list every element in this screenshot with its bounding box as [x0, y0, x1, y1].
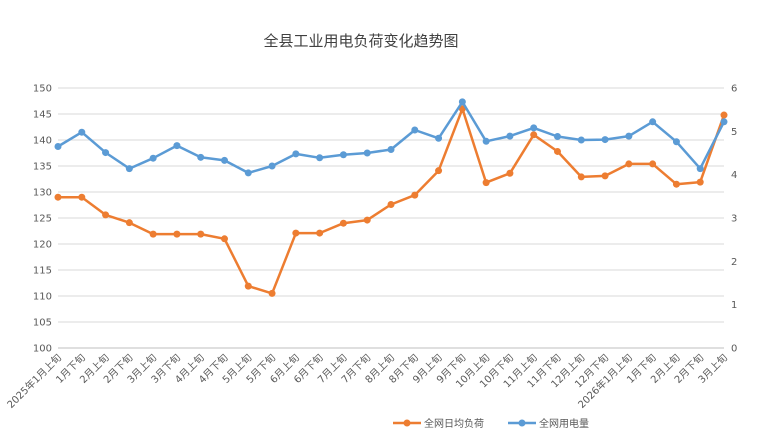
y-right-tick-label: 4: [731, 170, 737, 181]
data-point-consumption: [482, 137, 490, 145]
data-point-consumption: [387, 146, 395, 154]
y-left-tick-label: 100: [33, 344, 52, 355]
gridlines: [58, 87, 724, 349]
data-point-consumption: [672, 138, 680, 146]
data-point-load: [268, 289, 276, 297]
legend: 全网日均负荷 全网用电量: [393, 417, 589, 430]
data-point-consumption: [292, 150, 300, 158]
data-point-consumption: [244, 169, 252, 177]
data-point-consumption: [125, 165, 133, 173]
y-left-tick-label: 125: [33, 214, 52, 225]
y-left-tick-label: 140: [33, 136, 52, 147]
data-point-consumption: [102, 149, 110, 157]
data-point-load: [506, 169, 514, 177]
legend-label-load: 全网日均负荷: [424, 417, 484, 430]
data-point-consumption: [458, 98, 466, 106]
data-point-load: [649, 160, 657, 168]
data-point-consumption: [268, 162, 276, 170]
data-point-consumption: [221, 156, 228, 164]
data-point-consumption: [197, 153, 205, 161]
data-point-load: [78, 193, 86, 201]
y-left-tick-label: 120: [33, 240, 52, 251]
data-point-consumption: [54, 143, 62, 150]
data-point-load: [482, 179, 490, 187]
data-point-load: [435, 167, 443, 175]
data-point-load: [221, 235, 228, 243]
data-point-consumption: [554, 133, 561, 141]
legend-marker-load: [403, 419, 411, 427]
data-point-load: [149, 230, 157, 238]
y-left-tick-label: 105: [33, 318, 52, 329]
data-point-load: [625, 160, 633, 168]
data-point-load: [601, 172, 609, 180]
data-point-load: [720, 111, 728, 119]
data-point-consumption: [625, 132, 633, 140]
chart-title: 全县工业用电负荷变化趋势图: [263, 32, 458, 50]
data-point-load: [197, 230, 205, 238]
y-left-tick-label: 145: [33, 110, 52, 121]
data-point-consumption: [720, 118, 728, 126]
data-point-load: [696, 178, 704, 186]
data-point-consumption: [411, 126, 419, 134]
y-right-tick-label: 1: [731, 300, 737, 311]
data-point-consumption: [316, 154, 324, 162]
data-point-consumption: [696, 165, 704, 173]
data-point-consumption: [530, 124, 538, 132]
data-point-consumption: [78, 128, 86, 136]
legend-marker-consumption: [518, 419, 526, 427]
y-left-tick-label: 130: [33, 188, 52, 199]
data-point-load: [173, 230, 181, 238]
y-right-tick-label: 0: [731, 344, 737, 355]
data-point-consumption: [173, 142, 181, 150]
data-point-load: [316, 229, 324, 237]
x-tick-label: 2025年1月上旬: [4, 351, 64, 411]
data-point-consumption: [339, 151, 347, 159]
data-point-load: [387, 200, 395, 208]
data-point-load: [292, 229, 300, 237]
data-point-consumption: [149, 154, 157, 162]
y-right-tick-label: 6: [731, 84, 737, 95]
y-left-tick-label: 110: [33, 292, 52, 303]
series-line-consumption: [57, 100, 726, 175]
y-right-tick-label: 5: [731, 127, 737, 138]
data-point-load: [102, 211, 110, 219]
data-point-load: [672, 180, 680, 188]
data-point-load: [577, 173, 585, 181]
y-right-tick-label: 2: [731, 257, 737, 268]
y-left-tick-label: 150: [33, 84, 52, 95]
data-point-consumption: [435, 134, 443, 142]
data-point-consumption: [601, 136, 609, 144]
series-layer: [54, 98, 728, 297]
data-point-consumption: [506, 132, 514, 140]
y-left-tick-label: 115: [33, 266, 52, 277]
data-point-consumption: [577, 136, 585, 144]
axes: 100 105 110 115 120 125 130 135 140 145 150 0 1 2 3 4 5 6…: [4, 84, 737, 411]
data-point-load: [339, 219, 347, 227]
data-point-consumption: [363, 149, 371, 157]
data-point-load: [363, 216, 371, 224]
y-left-tick-label: 135: [33, 162, 52, 173]
data-point-consumption: [649, 118, 657, 126]
data-point-load: [125, 219, 133, 227]
legend-label-consumption: 全网用电量: [539, 417, 589, 430]
data-point-load: [554, 147, 561, 155]
data-point-load: [54, 193, 62, 201]
data-point-load: [244, 282, 252, 290]
data-point-load: [411, 191, 419, 199]
data-point-load: [530, 131, 538, 139]
y-right-tick-label: 3: [731, 214, 737, 225]
